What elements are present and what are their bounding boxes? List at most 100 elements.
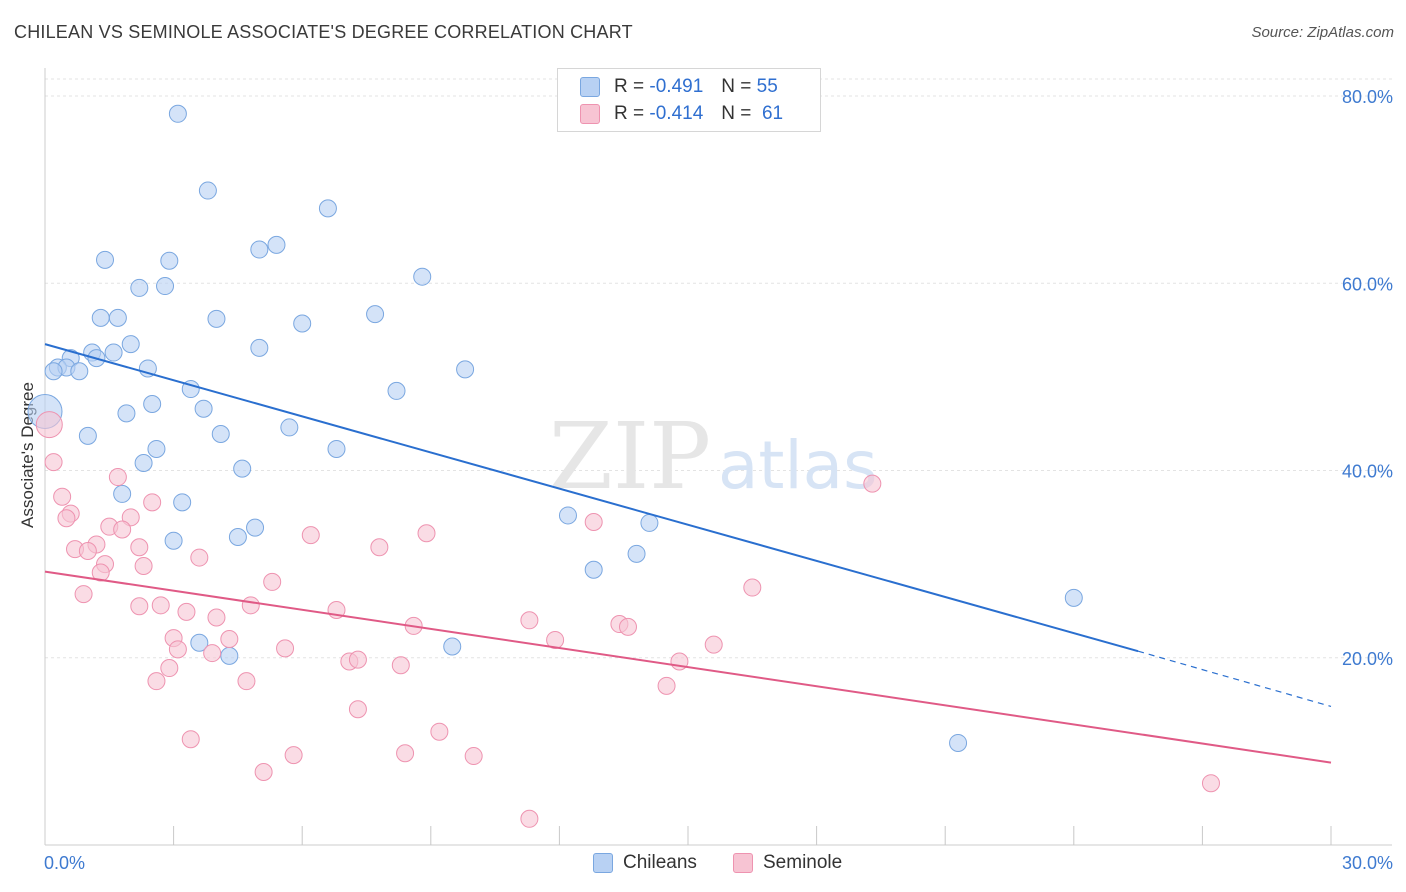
seminole-point bbox=[57, 509, 76, 528]
seminole-point bbox=[74, 585, 93, 604]
seminole-point bbox=[113, 520, 132, 539]
seminole-point bbox=[370, 538, 389, 557]
seminole-point bbox=[121, 508, 140, 527]
watermark-zip: ZIP bbox=[549, 403, 711, 510]
chileans-point bbox=[228, 527, 247, 546]
seminole-point bbox=[168, 640, 187, 659]
seminole-point bbox=[546, 630, 565, 649]
chileans-point bbox=[413, 267, 432, 286]
chileans-point bbox=[143, 395, 162, 414]
chileans-point bbox=[949, 733, 968, 752]
seminole-point bbox=[704, 635, 723, 654]
chileans-point bbox=[156, 277, 175, 296]
y-tick-label: 60.0% bbox=[1342, 274, 1393, 294]
y-tick-label: 80.0% bbox=[1342, 87, 1393, 107]
seminole-point bbox=[584, 512, 603, 531]
chileans-point bbox=[584, 560, 603, 579]
legend-n-chileans: 55 bbox=[756, 76, 778, 97]
seminole-point bbox=[743, 578, 762, 597]
chileans-point bbox=[198, 181, 217, 200]
seminole-point bbox=[301, 526, 320, 545]
chileans-point bbox=[78, 426, 97, 445]
seminole-point bbox=[160, 659, 179, 678]
seminole-point bbox=[78, 542, 97, 561]
seminole-point bbox=[134, 556, 153, 575]
seminole-point bbox=[147, 672, 166, 691]
watermark-atlas: atlas bbox=[718, 427, 878, 504]
chileans-point bbox=[246, 518, 265, 537]
chileans-point bbox=[211, 424, 230, 443]
seminole-point bbox=[220, 630, 239, 649]
x-tick-label: 0.0% bbox=[44, 853, 85, 873]
legend-r-chileans: -0.491 bbox=[649, 76, 704, 97]
seminole-point bbox=[520, 611, 539, 630]
grid-layer bbox=[45, 78, 1392, 659]
chileans-point bbox=[456, 360, 475, 379]
points-layer bbox=[27, 104, 1220, 828]
legend-n-label: N = bbox=[721, 76, 752, 97]
seminole-point bbox=[130, 597, 149, 616]
legend-item-chileans[interactable]: Chileans bbox=[593, 852, 697, 874]
seminole-point bbox=[151, 596, 170, 615]
chileans-point bbox=[147, 439, 166, 458]
seminole-swatch bbox=[580, 104, 600, 124]
seminole-point bbox=[430, 722, 449, 741]
seminole-point bbox=[203, 644, 222, 663]
seminole-point bbox=[284, 746, 303, 765]
seminole-point bbox=[618, 617, 637, 636]
chileans-point bbox=[164, 531, 183, 550]
seminole-point bbox=[108, 468, 127, 487]
seminole-point bbox=[348, 700, 367, 719]
chileans-point bbox=[233, 459, 252, 478]
chileans-point bbox=[250, 240, 269, 259]
watermark: ZIP atlas bbox=[549, 403, 878, 510]
chileans-point bbox=[104, 343, 123, 362]
chileans-point bbox=[108, 308, 127, 327]
chileans-point bbox=[91, 308, 110, 327]
source-label: Source: ZipAtlas.com bbox=[1251, 24, 1394, 41]
y-tick-label: 40.0% bbox=[1342, 462, 1393, 482]
axis-layer bbox=[44, 68, 1392, 846]
chileans-point bbox=[130, 278, 149, 297]
series-legend: Chileans Seminole bbox=[0, 852, 1406, 878]
legend-row-seminole: R = -0.414 N = 61 bbox=[580, 101, 783, 127]
chileans-point bbox=[113, 484, 132, 503]
legend-n-label: N = bbox=[721, 103, 752, 124]
chileans-point bbox=[318, 199, 337, 218]
chileans-point bbox=[190, 633, 209, 652]
chileans-point bbox=[44, 362, 63, 381]
legend-label-chileans: Chileans bbox=[623, 852, 697, 873]
seminole-point bbox=[657, 676, 676, 695]
seminole-point bbox=[464, 747, 483, 766]
chileans-point bbox=[117, 404, 136, 423]
seminole-point bbox=[391, 656, 410, 675]
x-tick-label: 30.0% bbox=[1342, 853, 1393, 873]
chileans-swatch bbox=[580, 77, 600, 97]
chileans-point bbox=[280, 418, 299, 437]
seminole-point bbox=[863, 474, 882, 493]
seminole-point bbox=[263, 572, 282, 591]
chileans-point bbox=[327, 439, 346, 458]
seminole-point bbox=[177, 602, 196, 621]
seminole-trendline bbox=[44, 570, 1332, 764]
seminole-point bbox=[276, 639, 295, 658]
legend-r-label: R = bbox=[614, 76, 645, 97]
chileans-point bbox=[558, 506, 577, 525]
chileans-point bbox=[1064, 588, 1083, 607]
chileans-point bbox=[168, 104, 187, 123]
chileans-point bbox=[96, 250, 115, 269]
legend-item-seminole[interactable]: Seminole bbox=[733, 852, 842, 874]
seminole-legend-swatch bbox=[733, 853, 753, 873]
tick-label-layer: 20.0% 40.0% 60.0% 80.0% 0.0% 30.0% bbox=[44, 87, 1393, 873]
seminole-point bbox=[254, 762, 273, 781]
chart-title: CHILEAN VS SEMINOLE ASSOCIATE'S DEGREE C… bbox=[14, 22, 633, 42]
chileans-point bbox=[207, 309, 226, 328]
seminole-point bbox=[181, 730, 200, 749]
chileans-legend-swatch bbox=[593, 853, 613, 873]
legend-r-label: R = bbox=[614, 103, 645, 124]
chileans-point bbox=[220, 646, 239, 665]
seminole-point bbox=[35, 411, 63, 439]
seminole-point bbox=[237, 672, 256, 691]
chileans-point bbox=[267, 235, 286, 254]
